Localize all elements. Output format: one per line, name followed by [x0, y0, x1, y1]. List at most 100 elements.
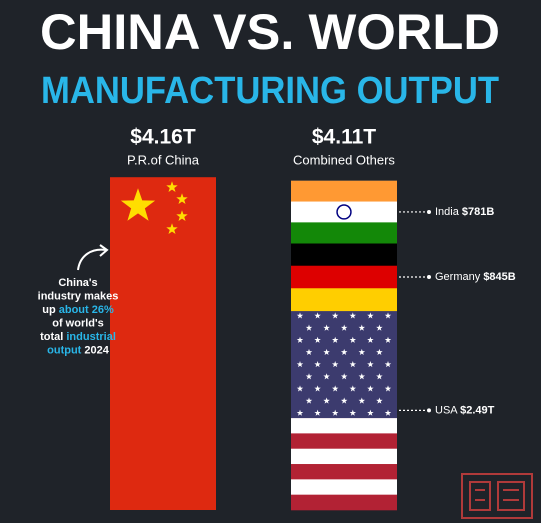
segment-label: Germany $845B — [435, 271, 516, 283]
annotation-part: industrial — [66, 331, 116, 343]
segment-name: USA — [435, 404, 458, 416]
segment-value: $781B — [462, 206, 494, 218]
star — [314, 409, 321, 416]
stripe — [291, 448, 397, 465]
star — [305, 397, 313, 404]
star — [296, 385, 304, 392]
star — [323, 373, 330, 380]
stripe — [291, 222, 397, 244]
star — [358, 373, 366, 380]
star — [384, 409, 392, 416]
total-label: $4.16T — [130, 126, 196, 149]
star — [384, 385, 392, 392]
star — [314, 312, 321, 319]
flag — [291, 180, 397, 244]
star — [384, 336, 392, 343]
leader-dot — [427, 209, 431, 214]
leader-dot — [427, 275, 431, 279]
segment-label: India $781B — [435, 206, 494, 218]
star — [349, 385, 357, 392]
star — [305, 324, 313, 331]
watermark — [461, 473, 533, 519]
star — [376, 397, 383, 404]
leader-dot — [427, 408, 431, 413]
chakra — [336, 204, 352, 220]
star — [340, 348, 348, 356]
star — [296, 409, 304, 416]
star — [331, 385, 339, 392]
annotation-line: total industrial — [40, 331, 116, 343]
chart-subtitle: MANUFACTURING OUTPUT — [41, 70, 499, 112]
annotation-part: total — [40, 331, 66, 343]
star — [314, 361, 321, 368]
annotation-part: up — [42, 304, 59, 316]
stripe — [291, 479, 397, 495]
segment-label: USA $2.49T — [435, 404, 495, 416]
annotation-part: industry makes — [38, 290, 119, 302]
star — [376, 348, 383, 356]
star — [120, 188, 156, 221]
star — [367, 312, 374, 319]
total-label: $4.11T — [312, 126, 376, 149]
category-label: Combined Others — [293, 152, 395, 167]
star — [376, 373, 383, 380]
category-label: P.R.of China — [127, 152, 200, 167]
annotation-part: China's — [58, 277, 97, 289]
segment-name: India — [435, 206, 460, 218]
star — [340, 397, 348, 404]
segment-value: $2.49T — [460, 404, 495, 416]
annotation-part: of world's — [52, 317, 104, 329]
star — [305, 373, 313, 380]
star — [349, 312, 357, 319]
segment-value: $845B — [483, 271, 515, 283]
annotation-part: 2024 — [81, 344, 109, 356]
annotation-arrow — [77, 248, 107, 271]
star — [358, 324, 366, 331]
star — [296, 361, 304, 368]
segment-name: Germany — [435, 271, 481, 283]
chart-title: CHINA VS. WORLD — [40, 4, 500, 60]
stripe — [291, 201, 397, 223]
star — [314, 385, 321, 392]
stripe — [291, 243, 397, 267]
star — [296, 336, 304, 343]
stripe — [291, 464, 397, 480]
stripe — [291, 418, 397, 434]
annotation-line: industry makes — [38, 290, 119, 302]
star — [349, 336, 357, 343]
flag — [291, 243, 397, 312]
flag — [291, 310, 397, 511]
star — [367, 409, 374, 416]
annotation-line: output 2024 — [47, 344, 110, 356]
annotation-arrowhead — [99, 244, 109, 257]
stripe — [291, 180, 397, 202]
star — [331, 336, 339, 343]
stripe — [291, 433, 397, 450]
star — [176, 193, 188, 205]
star — [376, 324, 383, 331]
bar — [110, 177, 216, 510]
star — [340, 373, 348, 380]
annotation-line: of world's — [52, 317, 104, 329]
star — [340, 324, 348, 331]
star — [331, 361, 339, 368]
star — [314, 336, 321, 343]
star — [296, 312, 304, 319]
star — [358, 397, 366, 404]
star — [358, 348, 366, 356]
star — [384, 312, 392, 319]
annotation-line: China's — [58, 277, 97, 289]
annotation-part: about 26% — [59, 304, 114, 316]
star — [305, 348, 313, 356]
star — [367, 385, 374, 392]
star — [166, 181, 178, 193]
stripe — [291, 265, 397, 289]
star — [331, 409, 339, 416]
star — [323, 397, 330, 404]
annotation-line: up about 26% — [42, 304, 114, 316]
star — [331, 312, 339, 319]
star — [367, 361, 374, 368]
star — [384, 361, 392, 368]
